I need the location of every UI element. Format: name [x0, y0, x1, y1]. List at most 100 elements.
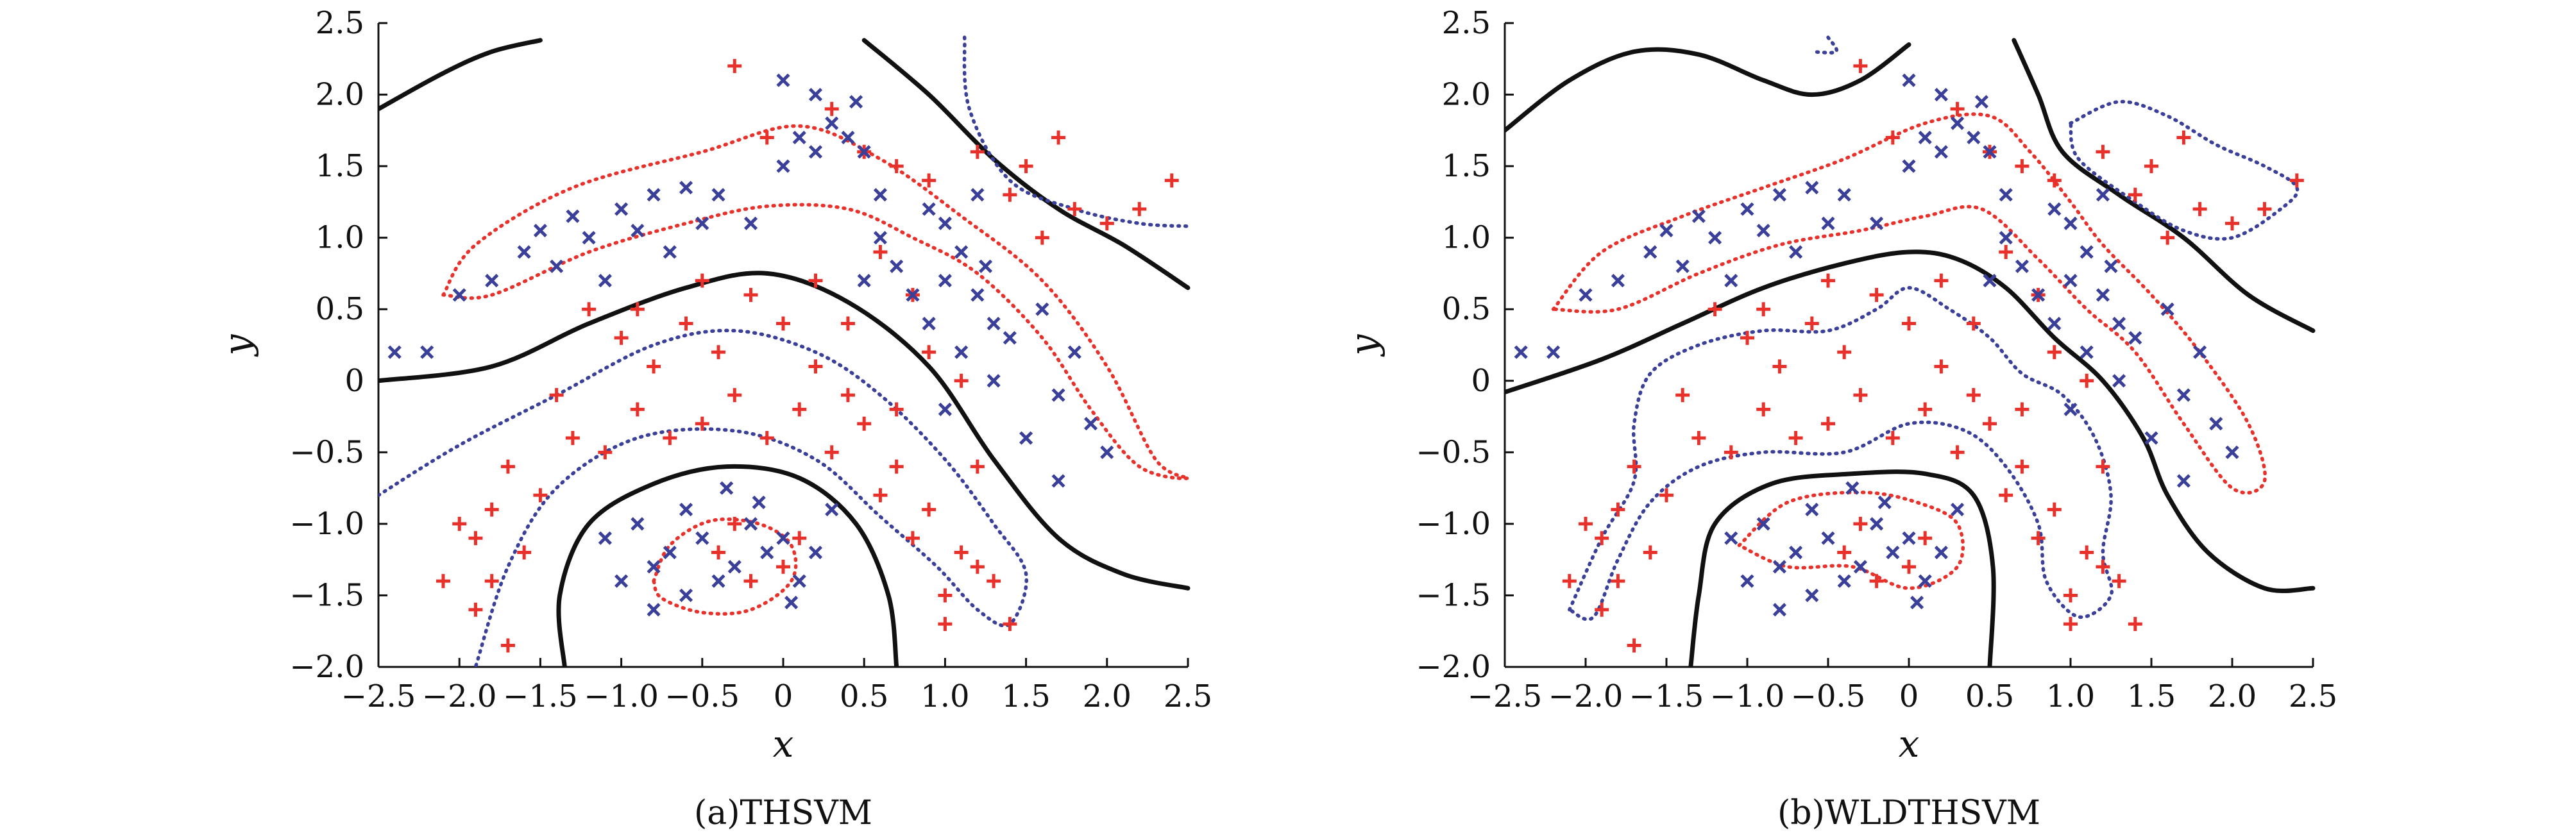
- plus-marker: [1772, 359, 1787, 374]
- plus-marker: [2063, 617, 2078, 632]
- cross-marker-b: [2096, 188, 2110, 202]
- margin-contour-curve: [1737, 491, 1965, 591]
- cross-marker: [1805, 588, 1819, 603]
- cross-marker-b: [614, 574, 629, 588]
- plus-marker: [1966, 316, 1981, 331]
- cross-marker: [2047, 316, 2062, 331]
- cross-marker-b: [1934, 145, 1948, 159]
- cross-marker-b: [1902, 159, 1916, 173]
- cross-marker: [679, 181, 693, 195]
- x-tick-label: −0.5: [1791, 678, 1866, 714]
- cross-marker-b: [987, 374, 1001, 388]
- cross-marker: [2112, 374, 2126, 388]
- cross-marker-b: [2080, 345, 2094, 359]
- cross-marker: [711, 188, 725, 202]
- plus-marker: [2176, 130, 2191, 145]
- cross-marker-b: [679, 181, 693, 195]
- plus-marker: [1902, 316, 1916, 331]
- x-tick-label: 2.0: [2208, 678, 2257, 714]
- plus-marker: [1724, 445, 1738, 460]
- cross-marker-b: [1974, 95, 1988, 109]
- cross-marker: [752, 495, 766, 509]
- cross-marker: [1051, 474, 1065, 488]
- plus-marker: [840, 388, 855, 403]
- cross-marker-b: [2063, 402, 2078, 416]
- cross-marker-b: [1877, 495, 1892, 509]
- cross-marker: [663, 545, 677, 560]
- cross-marker-b: [1934, 545, 1948, 560]
- y-tick-label: 1.5: [316, 148, 364, 184]
- cross-marker-b: [1870, 216, 1884, 230]
- cross-marker: [1974, 95, 1988, 109]
- cross-marker-b: [727, 560, 741, 574]
- cross-marker-b: [1910, 596, 1924, 610]
- cross-marker: [387, 345, 402, 359]
- cross-marker-b: [792, 130, 806, 145]
- cross-marker: [825, 503, 839, 517]
- cross-marker-b: [1756, 517, 1770, 531]
- plus-marker: [1821, 273, 1835, 288]
- y-tick-label: 0.5: [316, 291, 364, 327]
- y-tick-label: −2.0: [1416, 649, 1491, 685]
- plus-marker: [598, 445, 613, 460]
- plus-marker: [695, 273, 709, 288]
- cross-marker: [857, 274, 871, 288]
- cross-marker: [1691, 209, 1706, 223]
- cross-marker-b: [987, 316, 1001, 331]
- plus-marker: [630, 402, 645, 417]
- x-tick-label: −1.0: [1710, 678, 1785, 714]
- cross-marker: [1051, 388, 1065, 402]
- cross-marker-b: [1708, 231, 1722, 245]
- plus-marker: [1983, 416, 1997, 431]
- plus-marker: [970, 144, 985, 159]
- plus-marker: [2192, 202, 2207, 217]
- cross-marker-b: [1546, 345, 1561, 359]
- cross-marker: [1951, 116, 1965, 130]
- cross-marker-b: [647, 188, 661, 202]
- y-tick-label: −1.0: [1416, 506, 1491, 542]
- cross-marker: [647, 603, 661, 617]
- cross-marker: [485, 274, 499, 288]
- plus-marker: [2128, 617, 2142, 632]
- cross-marker: [1756, 223, 1770, 238]
- plus-marker: [743, 574, 758, 589]
- cross-marker: [954, 245, 969, 259]
- cross-marker: [1035, 302, 1049, 316]
- cross-marker: [1934, 545, 1948, 560]
- cross-marker-b: [906, 288, 920, 302]
- cross-marker: [420, 345, 434, 359]
- plot-area: [378, 35, 1191, 667]
- cross-marker-b: [1756, 223, 1770, 238]
- plus-marker: [808, 273, 823, 288]
- plus-marker: [1035, 230, 1049, 245]
- cross-marker-b: [1951, 503, 1965, 517]
- margin-contour-curve: [1551, 112, 2267, 495]
- plus-marker: [2096, 459, 2110, 474]
- cross-marker: [1837, 188, 1851, 202]
- plus-marker: [759, 130, 774, 145]
- plus-marker: [2047, 345, 2062, 360]
- cross-marker: [598, 531, 612, 545]
- cross-marker: [631, 223, 645, 238]
- cross-marker: [663, 245, 677, 259]
- plus-marker: [1756, 402, 1771, 417]
- y-tick-label: 2.5: [1442, 5, 1491, 41]
- cross-marker-b: [1821, 216, 1835, 230]
- plus-marker: [1067, 202, 1082, 217]
- cross-marker: [1999, 188, 2013, 202]
- cross-marker: [2015, 259, 2029, 273]
- y-tick-label: −2.0: [289, 649, 364, 685]
- cross-marker: [784, 596, 799, 610]
- cross-marker: [776, 73, 790, 87]
- cross-marker: [808, 545, 823, 560]
- cross-marker: [2031, 288, 2046, 302]
- plus-marker: [1003, 617, 1017, 632]
- cross-marker-b: [517, 245, 531, 259]
- x-axis-label: x: [1899, 722, 1920, 766]
- cross-marker-b: [784, 596, 799, 610]
- plus-marker: [1164, 173, 1179, 188]
- y-tick-label: 1.0: [316, 220, 364, 256]
- plus-marker: [938, 588, 953, 603]
- plus-marker: [857, 416, 872, 431]
- plus-marker: [1595, 602, 1609, 617]
